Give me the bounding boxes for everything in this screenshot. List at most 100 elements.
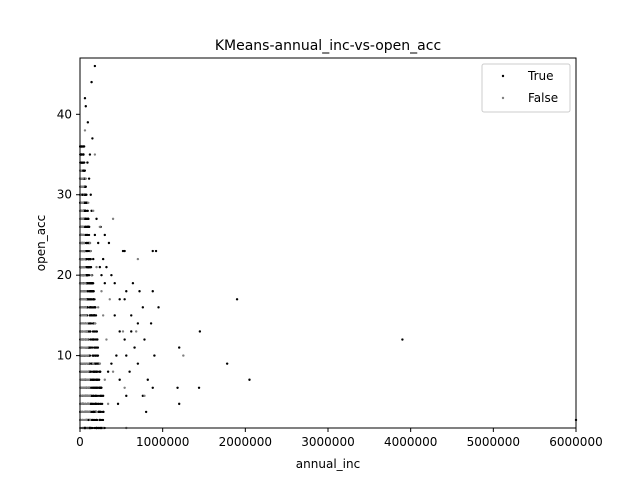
data-point-true <box>92 322 95 325</box>
data-point-true <box>86 161 89 164</box>
data-point-true <box>118 378 121 381</box>
x-tick-label: 4000000 <box>384 435 437 449</box>
data-point-false <box>88 394 92 398</box>
data-point-true <box>96 394 99 397</box>
data-point-true <box>95 370 99 373</box>
data-point-false <box>100 290 103 293</box>
data-point-false <box>82 217 85 220</box>
data-point-true <box>88 354 92 357</box>
data-point-true <box>198 330 202 333</box>
data-point-true <box>87 418 90 422</box>
data-point-false <box>84 290 87 293</box>
data-point-false <box>93 153 97 156</box>
data-point-true <box>118 298 121 301</box>
data-point-false <box>86 362 89 365</box>
data-point-true <box>197 386 201 389</box>
data-point-true <box>98 265 102 269</box>
data-point-true <box>92 394 95 397</box>
data-point-true <box>87 217 90 220</box>
data-point-true <box>94 418 98 422</box>
data-point-true <box>133 346 136 349</box>
data-point-true <box>130 330 133 333</box>
data-point-false <box>87 410 90 414</box>
data-point-true <box>82 153 85 156</box>
data-point-true <box>105 265 108 269</box>
x-tick-label: 5000000 <box>467 435 520 449</box>
data-point-false <box>83 249 86 253</box>
data-point-true <box>89 290 92 293</box>
data-point-true <box>94 394 97 397</box>
data-point-true <box>101 394 105 398</box>
data-point-true <box>85 201 88 204</box>
data-point-false <box>81 410 84 414</box>
data-point-true <box>130 314 133 317</box>
data-point-true <box>99 410 102 414</box>
data-point-false <box>82 370 85 373</box>
data-point-false <box>84 306 88 309</box>
data-point-false <box>81 418 84 422</box>
data-point-true <box>123 338 126 341</box>
data-point-false <box>83 129 87 132</box>
data-point-true <box>101 402 104 405</box>
y-axis-ticks: 10 20 30 40 <box>57 107 80 363</box>
x-tick-label: 6000000 <box>549 435 602 449</box>
data-point-false <box>85 378 88 381</box>
data-point-true <box>86 282 89 285</box>
data-point-true <box>88 306 91 309</box>
data-point-true <box>84 209 87 212</box>
data-point-true <box>95 402 98 405</box>
data-point-true <box>125 354 128 357</box>
data-point-true <box>151 249 154 253</box>
data-point-true <box>91 298 94 301</box>
data-point-true <box>95 217 98 221</box>
data-point-true <box>86 121 90 124</box>
data-point-false <box>79 346 83 349</box>
data-point-true <box>89 330 92 333</box>
data-point-true <box>151 290 154 293</box>
legend-marker-true <box>501 74 505 78</box>
data-point-false <box>103 378 107 381</box>
data-point-false <box>98 225 102 229</box>
data-point-true <box>93 314 97 317</box>
data-point-false <box>83 370 87 373</box>
data-point-true <box>176 386 179 389</box>
data-point-true <box>85 193 88 196</box>
data-point-true <box>95 338 98 341</box>
data-point-true <box>89 298 92 301</box>
legend: True False <box>481 63 571 113</box>
data-point-true <box>178 346 181 349</box>
data-point-true <box>89 346 92 349</box>
data-point-true <box>94 330 97 333</box>
data-point-false <box>80 225 83 229</box>
data-point-true <box>83 97 87 100</box>
data-point-true <box>248 378 251 381</box>
data-point-true <box>125 290 128 293</box>
x-tick-label: 3000000 <box>301 435 354 449</box>
data-point-false <box>86 346 89 349</box>
data-point-true <box>90 378 93 381</box>
data-point-false <box>85 418 88 422</box>
data-point-true <box>125 394 128 398</box>
data-point-true <box>91 354 94 357</box>
data-point-false <box>111 370 115 373</box>
data-point-true <box>95 378 99 381</box>
data-point-true <box>128 370 131 373</box>
data-point-true <box>89 193 92 196</box>
data-point-true <box>84 105 87 108</box>
data-point-false <box>87 402 90 405</box>
data-point-false <box>84 314 87 317</box>
data-point-true <box>90 346 94 349</box>
data-point-true <box>86 290 89 293</box>
data-point-false <box>80 298 83 301</box>
data-point-false <box>81 402 84 405</box>
data-point-true <box>115 354 118 357</box>
data-point-false <box>82 257 85 261</box>
data-point-false <box>83 274 86 277</box>
data-point-true <box>87 225 90 229</box>
plot-points <box>78 64 578 430</box>
data-point-true <box>96 354 100 357</box>
data-point-false <box>86 386 89 389</box>
data-point-true <box>146 378 149 381</box>
data-point-true <box>154 249 158 253</box>
legend-label-false: False <box>528 91 558 105</box>
